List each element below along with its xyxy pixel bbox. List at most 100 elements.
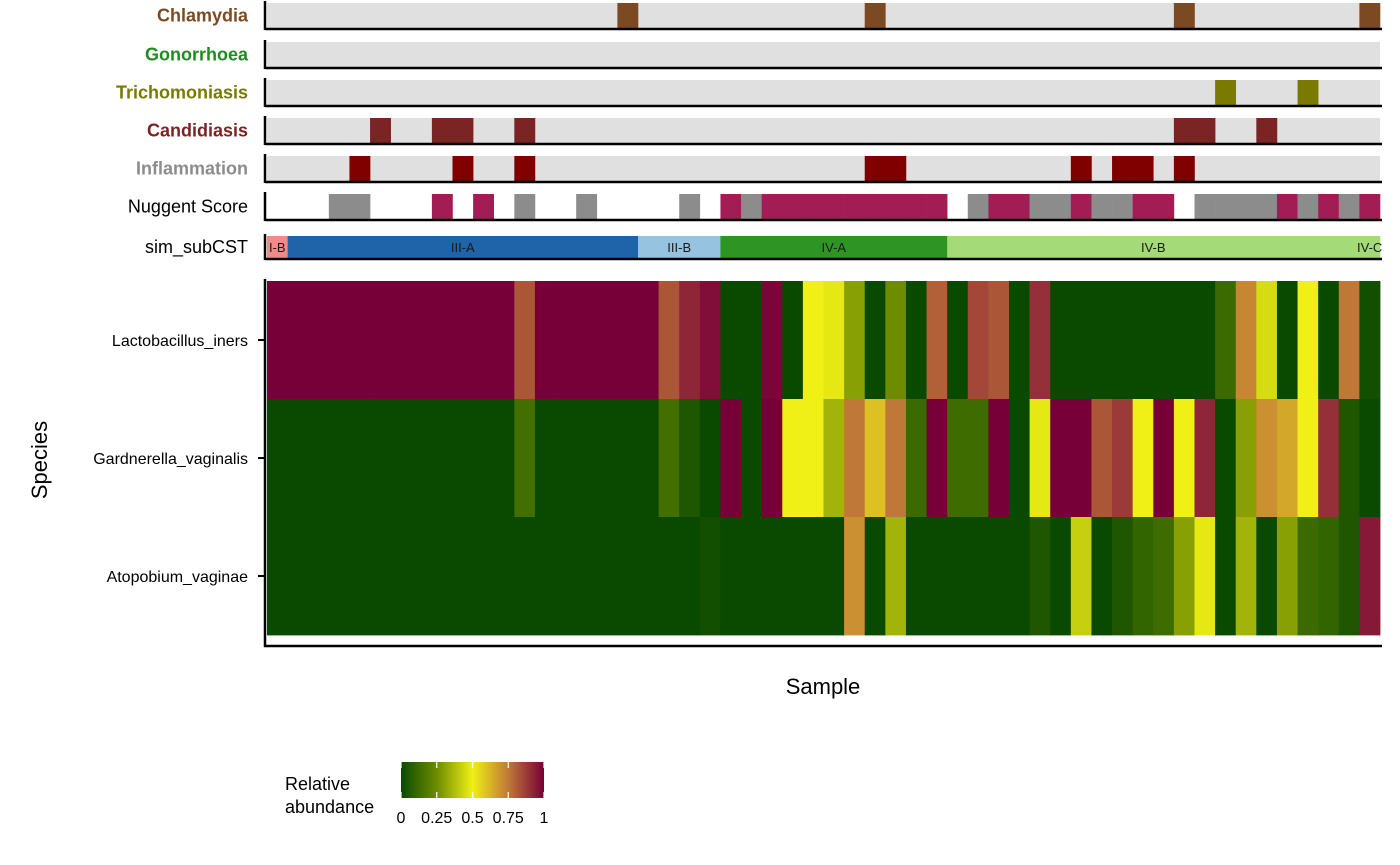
heatmap-cell [720, 517, 742, 636]
heatmap-cell [1153, 399, 1175, 518]
nugent-cell [782, 194, 804, 219]
heatmap-cell [1050, 281, 1072, 400]
y-tick-label: Atopobium_vaginae [107, 569, 249, 586]
heatmap-cell [741, 281, 763, 400]
legend-tick-label: 0.75 [493, 810, 524, 827]
heatmap-cell [411, 399, 433, 518]
nugent-cell [823, 194, 845, 219]
track-label: Candidiasis [147, 121, 248, 141]
nugent-cell [1132, 194, 1154, 219]
heatmap-cell [885, 281, 907, 400]
heatmap-cell [905, 517, 927, 636]
nugent-cell [473, 194, 495, 219]
nugent-cell [576, 194, 598, 219]
heatmap-cell [720, 281, 742, 400]
heatmap-cell [555, 281, 577, 400]
heatmap-cell [1256, 281, 1278, 400]
heatmap-cell [349, 281, 371, 400]
heatmap-cell [761, 281, 783, 400]
nugent-cell [967, 194, 989, 219]
heatmap-cell [1112, 399, 1134, 518]
subcst-segment-label: I-B [269, 240, 286, 255]
heatmap-cell [1173, 399, 1195, 518]
track-positive-cell [514, 156, 536, 181]
subcst-segment [287, 236, 639, 258]
heatmap-cell [679, 399, 701, 518]
nugent-cell [514, 194, 536, 219]
heatmap-cell [844, 517, 866, 636]
y-tick-label: Gardnerella_vaginalis [93, 451, 248, 468]
heatmap-row-atopobium-vaginae: Atopobium_vaginae [107, 517, 1381, 636]
heatmap-cell [1009, 517, 1031, 636]
track-positive-cell [1112, 156, 1133, 181]
heatmap-cell [1070, 281, 1092, 400]
heatmap-cell [1009, 399, 1031, 518]
heatmap-cell [1297, 399, 1319, 518]
nugent-cell [844, 194, 866, 219]
heatmap-cell [596, 517, 618, 636]
nugent-cell [761, 194, 783, 219]
nugent-cell [720, 194, 742, 219]
heatmap-cell [349, 399, 371, 518]
heatmap-cell [844, 281, 866, 400]
nugent-cell [1050, 194, 1072, 219]
heatmap-cell [534, 517, 556, 636]
track-background [267, 80, 1380, 105]
heatmap-cell [699, 281, 721, 400]
heatmap-cell [390, 281, 412, 400]
heatmap-cell [720, 399, 742, 518]
heatmap-cell [679, 517, 701, 636]
heatmap-cell [370, 399, 392, 518]
heatmap-cell [1215, 399, 1237, 518]
x-axis-title: Sample [786, 674, 861, 699]
heatmap-cell [431, 517, 453, 636]
heatmap-cell [947, 399, 969, 518]
track-positive-cell [1194, 118, 1216, 143]
heatmap-cell [1359, 281, 1381, 400]
subcst-segment [1359, 236, 1381, 258]
heatmap-cell [390, 399, 412, 518]
legend-title-line-1: Relative [285, 774, 350, 794]
heatmap-cell [328, 281, 350, 400]
heatmap-cell [1112, 517, 1134, 636]
heatmap-cell [534, 281, 556, 400]
heatmap-cell [308, 399, 330, 518]
heatmap-cell [967, 517, 989, 636]
legend-tick-label: 0.5 [461, 810, 483, 827]
legend-tick-label: 0 [397, 810, 406, 827]
heatmap-cell [1297, 281, 1319, 400]
heatmap-cell [885, 399, 907, 518]
nugent-cell [1318, 194, 1340, 219]
heatmap-cell [1091, 281, 1113, 400]
heatmap-cell [1256, 399, 1278, 518]
subcst-segment-label: IV-A [822, 240, 847, 255]
heatmap-cell [1235, 517, 1257, 636]
heatmap-cell [679, 281, 701, 400]
heatmap-cell [658, 399, 680, 518]
heatmap-cell [802, 399, 824, 518]
heatmap-cell [1215, 517, 1237, 636]
heatmap-cell [844, 399, 866, 518]
track-background [267, 3, 1380, 28]
heatmap-cell [411, 281, 433, 400]
annotation-tracks: Chlamydia Gonorrhoea Trichomoniasis Candidi… [116, 1, 1382, 261]
heatmap-cell [576, 517, 598, 636]
track-nugent-score: Nuggent Score [128, 192, 1382, 222]
heatmap-cell [905, 281, 927, 400]
heatmap-cell [452, 517, 474, 636]
heatmap-cell [782, 281, 804, 400]
heatmap-cell [431, 281, 453, 400]
nugent-cell [802, 194, 824, 219]
track-inflammation: Inflammation [136, 154, 1382, 184]
heatmap-cell [287, 399, 309, 518]
heatmap-cell [947, 281, 969, 400]
heatmap-cell [761, 517, 783, 636]
heatmap-cell [596, 399, 618, 518]
heatmap-cell [1338, 281, 1360, 400]
nugent-cell [328, 194, 350, 219]
heatmap-cell [1235, 399, 1257, 518]
heatmap-cell [514, 399, 536, 518]
heatmap-cell [864, 399, 886, 518]
track-positive-cell [885, 156, 907, 181]
